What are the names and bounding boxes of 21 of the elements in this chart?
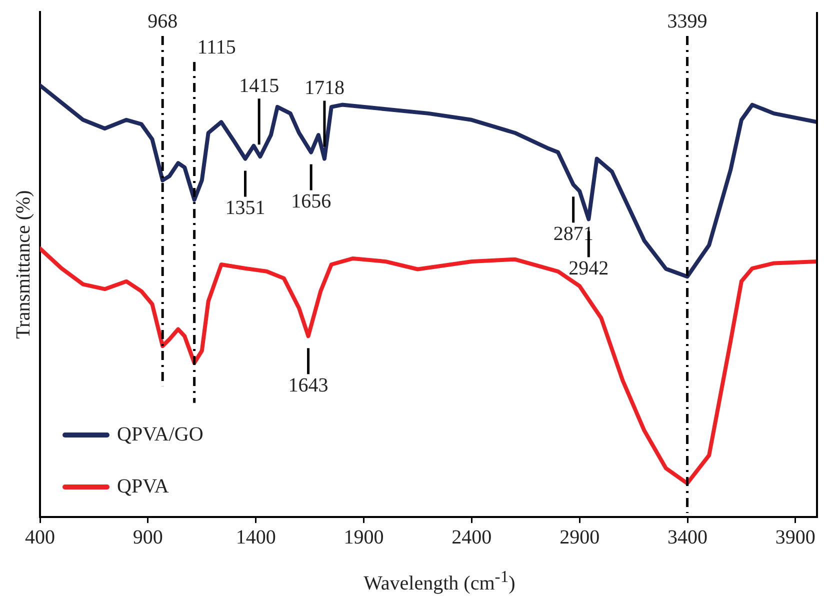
x-tick-label: 2900 <box>560 526 600 548</box>
legend-label: QPVA/GO <box>117 423 204 446</box>
annotation: 1351 <box>225 197 266 219</box>
legend-label: QPVA <box>117 475 170 498</box>
x-tick-label: 3900 <box>775 526 816 548</box>
ref-line-label: 1115 <box>197 36 236 58</box>
annotation: 1415 <box>239 74 280 97</box>
x-tick-label: 400 <box>25 526 55 548</box>
annotation: 2942 <box>568 257 609 280</box>
x-axis-title: Wavelength (cm$^{-1}$) <box>362 567 516 596</box>
annotation: 1643 <box>288 374 328 396</box>
x-tick-label: 1400 <box>236 526 276 548</box>
x-tick-label: 900 <box>132 526 163 548</box>
ref-line-label: 3399 <box>667 10 708 32</box>
x-tick-label: 2400 <box>452 526 492 548</box>
annotation: 1718 <box>304 77 344 99</box>
x-tick-label: 3400 <box>668 526 708 548</box>
ref-line-label: 968 <box>148 10 178 32</box>
y-axis-title: Transmittance (%) <box>12 190 34 339</box>
annotation: 1656 <box>291 190 332 213</box>
x-tick-label: 1900 <box>344 526 384 548</box>
